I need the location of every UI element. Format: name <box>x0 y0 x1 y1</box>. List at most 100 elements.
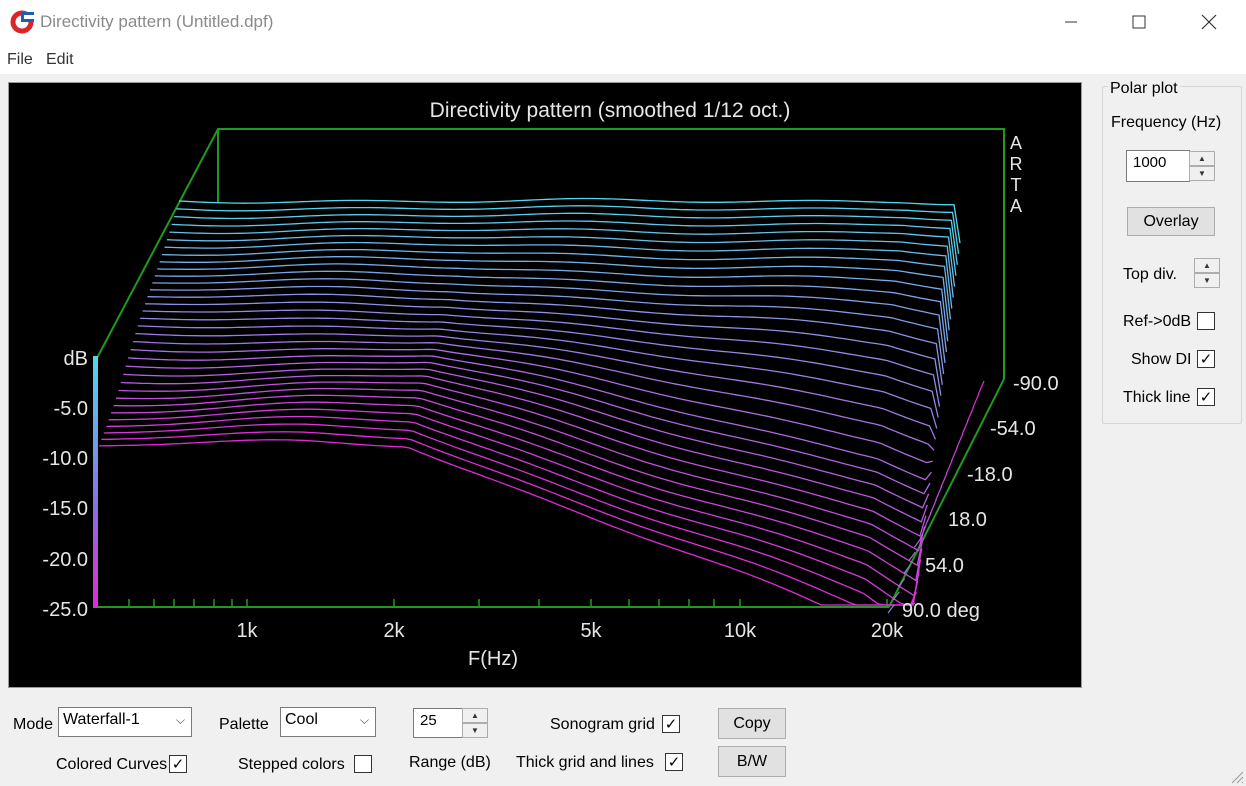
waterfall-curve <box>152 278 946 364</box>
wall-line <box>924 512 932 528</box>
colored-curves-checkbox[interactable]: ✓ <box>169 755 187 773</box>
waterfall-curve <box>154 270 948 353</box>
overlay-button[interactable]: Overlay <box>1127 207 1215 236</box>
mode-value: Waterfall-1 <box>63 711 140 728</box>
minimize-button[interactable] <box>1036 0 1106 44</box>
spin-up-icon[interactable]: ▲ <box>1194 258 1220 273</box>
thick-line-checkbox[interactable]: ✓ <box>1197 388 1215 406</box>
y-tick-label: -10.0 <box>42 448 88 470</box>
waterfall-curve <box>111 401 923 582</box>
waterfall-curve <box>164 241 953 309</box>
plot-labels: Directivity pattern (smoothed 1/12 oct.)… <box>42 99 1058 670</box>
close-button[interactable] <box>1174 0 1244 44</box>
waterfall-curve <box>115 387 926 552</box>
x-tick-label: 20k <box>871 620 904 642</box>
x-tick-label: 10k <box>724 620 757 642</box>
spin-up-icon[interactable]: ▲ <box>1189 151 1215 166</box>
title-bar: Directivity pattern (Untitled.dpf) <box>0 0 1246 44</box>
wall-line <box>977 380 985 396</box>
chevron-down-icon: ⌵ <box>175 713 185 727</box>
waterfall-curve <box>132 340 935 451</box>
waterfall-curve <box>157 263 949 342</box>
window-title: Directivity pattern (Untitled.dpf) <box>40 12 274 31</box>
spin-down-icon[interactable]: ▼ <box>1189 166 1215 181</box>
x-axis-label: F(Hz) <box>468 648 518 670</box>
spin-down-icon[interactable]: ▼ <box>462 723 488 738</box>
angle-tick-label: -90.0 <box>1013 373 1059 395</box>
waterfall-curve <box>176 205 960 254</box>
y-tick-label: -20.0 <box>42 549 88 571</box>
thick-grid-label: Thick grid and lines <box>516 754 654 771</box>
top-div-label: Top div. <box>1123 266 1177 283</box>
palette-value: Cool <box>285 711 318 728</box>
range-spinner[interactable]: ▲ ▼ <box>462 708 488 738</box>
show-di-label: Show DI <box>1131 351 1192 368</box>
top-div-spinner[interactable]: ▲ ▼ <box>1194 258 1220 288</box>
mode-label: Mode <box>13 716 54 733</box>
waterfall-curve <box>161 248 952 320</box>
wall-line <box>898 578 906 588</box>
y-tick-label: -5.0 <box>54 398 88 420</box>
plot-frame <box>93 128 1005 608</box>
waterfall-curve <box>145 301 942 396</box>
waterfall-curve <box>178 197 961 244</box>
waterfall-curve <box>101 431 917 606</box>
maximize-button[interactable] <box>1104 0 1174 44</box>
angle-tick-label: -54.0 <box>990 418 1036 440</box>
ref-0db-checkbox[interactable] <box>1197 312 1215 330</box>
directivity-plot: Directivity pattern (smoothed 1/12 oct.)… <box>8 82 1082 688</box>
frequency-label: Frequency (Hz) <box>1111 114 1222 131</box>
waterfall-curve <box>108 408 922 597</box>
wall-line <box>935 486 943 501</box>
waterfall-curve <box>103 423 919 606</box>
chevron-down-icon: ⌵ <box>359 713 369 727</box>
wall-line <box>908 551 916 561</box>
waterfall-curve <box>147 293 943 385</box>
wall-line <box>940 472 948 488</box>
back-frame <box>96 128 1005 379</box>
waterfall-curve <box>123 368 930 509</box>
menu-file[interactable]: File <box>7 51 33 68</box>
x-tick-label: 1k <box>236 620 258 642</box>
mode-select[interactable]: Waterfall-1 ⌵ <box>58 707 192 737</box>
watermark-a2: A <box>1010 196 1022 216</box>
waterfall-curve <box>174 212 958 265</box>
waterfall-curve <box>125 361 931 495</box>
watermark-r: R <box>1010 154 1023 174</box>
thick-line-label: Thick line <box>1123 389 1191 406</box>
waterfall-curve <box>113 394 924 567</box>
range-label: Range (dB) <box>409 754 491 771</box>
spin-down-icon[interactable]: ▼ <box>1194 273 1220 288</box>
stepped-colors-checkbox[interactable] <box>354 755 372 773</box>
palette-label: Palette <box>219 716 269 733</box>
palette-select[interactable]: Cool ⌵ <box>280 707 376 737</box>
copy-button[interactable]: Copy <box>718 708 786 739</box>
waterfall-chart: Directivity pattern (smoothed 1/12 oct.)… <box>42 99 1058 670</box>
menu-edit[interactable]: Edit <box>46 51 74 68</box>
angle-tick-label: 90.0 deg <box>902 600 980 622</box>
range-input[interactable]: 25 <box>413 708 463 738</box>
wall-line <box>892 591 900 601</box>
plot-title: Directivity pattern (smoothed 1/12 oct.) <box>430 99 791 122</box>
waterfall-curve <box>140 317 939 418</box>
show-di-checkbox[interactable]: ✓ <box>1197 350 1215 368</box>
wall-line <box>929 499 937 514</box>
wall-line <box>972 393 980 409</box>
color-scale-bar <box>93 356 98 608</box>
waterfall-curve <box>98 439 916 606</box>
sonogram-grid-checkbox[interactable]: ✓ <box>662 715 680 733</box>
wall-line <box>956 433 964 448</box>
stepped-colors-label: Stepped colors <box>238 756 345 773</box>
frequency-input[interactable]: 1000 <box>1126 150 1190 182</box>
close-icon <box>1201 14 1217 30</box>
thick-grid-checkbox[interactable]: ✓ <box>665 753 683 771</box>
resize-grip-icon[interactable] <box>1228 768 1244 784</box>
bw-button[interactable]: B/W <box>718 746 786 777</box>
frequency-spinner[interactable]: ▲ ▼ <box>1189 151 1215 181</box>
y-tick-label: -25.0 <box>42 599 88 621</box>
wall-line <box>903 565 911 574</box>
spin-up-icon[interactable]: ▲ <box>462 708 488 723</box>
waterfall-curve <box>171 220 957 276</box>
waterfall-curve <box>169 227 956 287</box>
maximize-icon <box>1132 15 1146 29</box>
